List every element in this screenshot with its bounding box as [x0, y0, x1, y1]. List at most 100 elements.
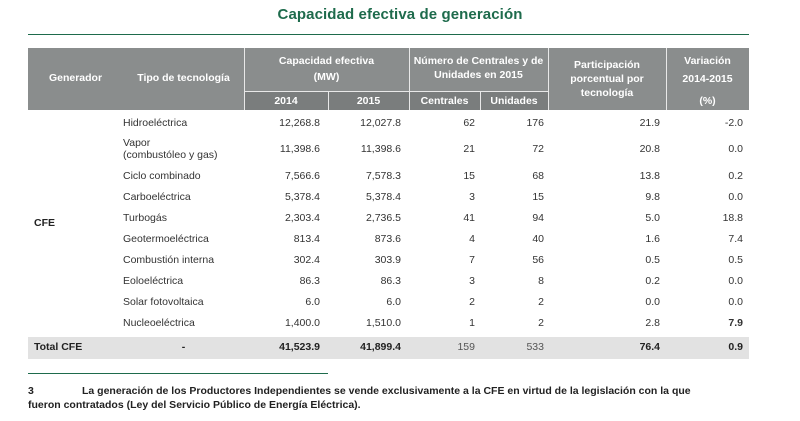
cell-centrales: 2 [469, 295, 475, 308]
subheader-counts-band [409, 91, 548, 110]
tipo-label: Ciclo combinado [123, 169, 201, 182]
group-label-cfe: CFE [34, 216, 55, 229]
title-rule [28, 34, 749, 35]
header-unidades: Unidades [490, 95, 538, 107]
header-tipo: Tipo de tecnología [137, 72, 230, 84]
cell-unidades: 56 [532, 253, 544, 266]
header-variacion: Variación [684, 55, 731, 67]
cell-variacion: -2.0 [724, 116, 743, 129]
cell-2015: 86.3 [380, 274, 401, 287]
cell-tipo: Turbogás [123, 207, 244, 228]
cell-2015: 873.6 [374, 232, 401, 245]
header-divider [409, 48, 410, 110]
tipo-label: Eoloeléctrica [123, 274, 184, 287]
cell-participacion: 0.0 [645, 295, 660, 308]
header-divider [666, 48, 667, 110]
cell-unidades: 8 [538, 274, 544, 287]
cell-tipo: Hidroeléctrica [123, 112, 244, 133]
cell-participacion: 13.8 [639, 169, 660, 182]
cell-tipo: Vapor (combustóleo y gas) [123, 133, 244, 165]
cell-centrales: 3 [469, 190, 475, 203]
tipo-label: Carboeléctrica [123, 190, 191, 203]
cell-tipo: Carboeléctrica [123, 186, 244, 207]
header-divider [548, 48, 549, 110]
tipo-label: Nucleoeléctrica [123, 316, 195, 329]
cell-centrales: 62 [463, 116, 475, 129]
total-unidades: 533 [526, 341, 544, 353]
footnote-rule [28, 373, 328, 374]
table-row: Combustión interna 302.4 303.9 7 56 0.5 0.5 [28, 249, 749, 270]
tipo-label-2: (combustóleo y gas) [123, 149, 218, 161]
table-row: Vapor (combustóleo y gas) 11,398.6 11,398.6… [28, 133, 749, 165]
cell-centrales: 41 [463, 211, 475, 224]
cell-variacion: 0.0 [728, 143, 743, 155]
total-label: Total CFE [34, 341, 83, 353]
table-row: Turbogás 2,303.4 2,736.5 41 94 5.0 18.8 [28, 207, 749, 228]
cell-participacion: 9.8 [645, 190, 660, 203]
cell-participacion: 21.9 [639, 116, 660, 129]
footnote-number: 3 [28, 385, 34, 397]
total-row: Total CFE - 41,523.9 41,899.4 159 533 76… [28, 337, 749, 359]
tipo-label: Geotermoeléctrica [123, 232, 209, 245]
table-row: Nucleoeléctrica 1,400.0 1,510.0 1 2 2.8 7.9 [28, 312, 749, 333]
cell-centrales: 4 [469, 232, 475, 245]
header-divider [244, 48, 245, 110]
cell-unidades: 68 [532, 169, 544, 182]
table-row: Carboeléctrica 5,378.4 5,378.4 3 15 9.8 0.0 [28, 186, 749, 207]
cell-centrales: 21 [463, 143, 475, 155]
footnote-line-2: fueron contratados (Ley del Servicio Púb… [28, 399, 361, 411]
cell-2014: 1,400.0 [284, 316, 320, 329]
table-row: Geotermoeléctrica 813.4 873.6 4 40 1.6 7.4 [28, 228, 749, 249]
cell-tipo: Combustión interna [123, 249, 244, 270]
cell-2014: 7,566.6 [284, 169, 320, 182]
cell-variacion: 0.0 [728, 190, 743, 203]
total-tipo: - [181, 341, 186, 353]
header-generador: Generador [48, 72, 103, 84]
cell-unidades: 2 [538, 316, 544, 329]
tipo-label: Combustión interna [123, 253, 215, 266]
cell-tipo: Ciclo combinado [123, 165, 244, 186]
cell-2014: 12,268.8 [279, 116, 320, 129]
cell-2015: 5,378.4 [365, 190, 401, 203]
cell-centrales: 1 [469, 316, 475, 329]
total-2014: 41,523.9 [279, 341, 320, 353]
cell-unidades: 15 [532, 190, 544, 203]
tipo-label: Solar fotovoltaica [123, 295, 204, 308]
tipo-label: Turbogás [123, 211, 167, 224]
footnote: 3 La generación de los Productores Indepe… [28, 384, 758, 412]
cell-variacion: 7.9 [728, 316, 743, 329]
total-participacion: 76.4 [639, 341, 660, 353]
cell-unidades: 94 [532, 211, 544, 224]
cell-2014: 11,398.6 [279, 143, 320, 155]
header-variacion-2: 2014-2015 [682, 73, 733, 85]
header-divider [244, 91, 548, 92]
cell-2015: 303.9 [374, 253, 401, 266]
header-divider [328, 91, 329, 110]
total-centrales: 159 [457, 341, 475, 353]
table-header: Generador Tipo de tecnología Capacidad e… [28, 48, 749, 110]
cell-2015: 1,510.0 [365, 316, 401, 329]
header-participacion: Participación [574, 59, 640, 71]
cell-participacion: 20.8 [639, 143, 660, 155]
cell-2014: 2,303.4 [284, 211, 320, 224]
cell-2014: 302.4 [293, 253, 320, 266]
footnote-line-1: La generación de los Productores Indepen… [82, 385, 691, 397]
cell-variacion: 0.5 [728, 253, 743, 266]
header-variacion-3: (%) [699, 95, 716, 107]
header-divider [480, 91, 481, 110]
cell-2014: 5,378.4 [284, 190, 320, 203]
cell-variacion: 7.4 [728, 232, 743, 245]
cell-2015: 7,578.3 [365, 169, 401, 182]
cell-participacion: 2.8 [645, 316, 660, 329]
cell-variacion: 0.2 [728, 169, 743, 182]
cell-centrales: 15 [463, 169, 475, 182]
cell-tipo: Geotermoeléctrica [123, 228, 244, 249]
header-numero-2: Unidades en 2015 [434, 69, 523, 81]
data-table: CFE Hidroeléctrica 12,268.8 12,027.8 62 176 21… [28, 112, 749, 333]
header-capacidad-unit: (MW) [313, 71, 340, 83]
total-2015: 41,899.4 [360, 341, 401, 353]
cell-unidades: 176 [526, 116, 544, 129]
cell-unidades: 2 [538, 295, 544, 308]
cell-variacion: 18.8 [722, 211, 743, 224]
tipo-label: Vapor [123, 137, 151, 149]
